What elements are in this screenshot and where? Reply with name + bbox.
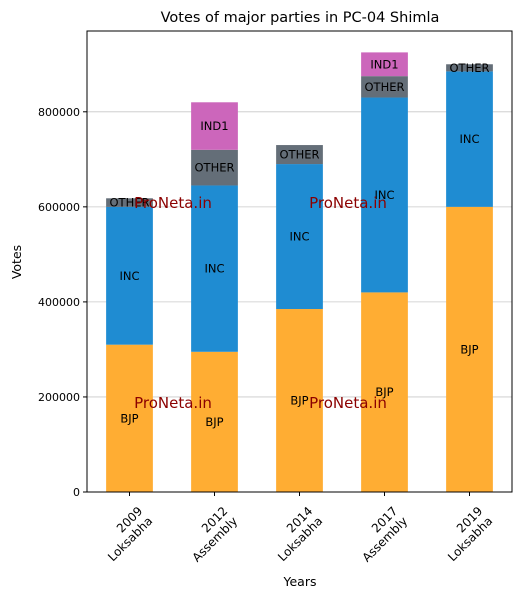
segment-label: IND1: [370, 57, 398, 71]
segment-label: IND1: [200, 119, 228, 133]
bar-segment-other: [191, 149, 238, 186]
segment-label: BJP: [120, 411, 138, 425]
bar-segment-other: [361, 76, 408, 98]
y-tick-label: 600000: [38, 201, 80, 214]
bar-segment-bjp: [361, 292, 408, 492]
segment-label: OTHER: [365, 80, 405, 94]
y-tick-label: 400000: [38, 296, 80, 309]
bar-segment-other: [276, 145, 323, 165]
segment-label: OTHER: [195, 161, 235, 175]
segment-label: INC: [204, 262, 224, 276]
y-tick-label: 200000: [38, 391, 80, 404]
y-axis: 0 200000 400000 600000 800000: [38, 106, 87, 499]
bar-segment-other: [106, 198, 153, 207]
bar-segment-bjp: [446, 206, 493, 492]
segment-label: BJP: [375, 385, 393, 399]
bar-segment-inc: [361, 97, 408, 293]
bar-segment-other: [446, 64, 493, 72]
segment-label: BJP: [290, 394, 308, 408]
bar-segment-inc: [276, 164, 323, 310]
bar-segment-bjp: [106, 344, 153, 492]
segment-label: OTHER: [450, 61, 490, 75]
segment-label: OTHER: [110, 196, 150, 210]
watermark: ProNeta.in: [309, 194, 387, 212]
segment-label: BJP: [205, 415, 223, 429]
bar-segment-inc: [106, 206, 153, 345]
segment-label: INC: [119, 269, 139, 283]
segment-label: INC: [459, 132, 479, 146]
watermark: ProNeta.in: [309, 394, 387, 412]
watermark: ProNeta.in: [134, 394, 212, 412]
bar-segment-inc: [446, 71, 493, 207]
segment-label: BJP: [460, 342, 478, 356]
segment-label: INC: [374, 188, 394, 202]
x-axis-label: Years: [283, 574, 317, 589]
y-tick-label: 800000: [38, 106, 80, 119]
bar-segment-inc: [191, 185, 238, 352]
bar-segment-bjp: [191, 351, 238, 492]
bar-segment-ind1: [191, 102, 238, 150]
watermarks: ProNeta.in ProNeta.in ProNeta.in ProNeta.in: [134, 194, 387, 412]
y-axis-label: Votes: [9, 245, 24, 279]
chart-title: Votes of major parties in PC-04 Shimla: [161, 10, 440, 26]
segment-label: INC: [289, 230, 309, 244]
y-tick-label: 0: [73, 486, 80, 499]
segment-label: OTHER: [280, 148, 320, 162]
bars: [106, 52, 493, 492]
segment-labels: BJP INC OTHER BJP INC OTHER IND1 BJP INC OTHER BJP…: [110, 57, 490, 429]
bar-segment-ind1: [361, 52, 408, 77]
watermark: ProNeta.in: [134, 194, 212, 212]
bar-segment-bjp: [276, 309, 323, 492]
